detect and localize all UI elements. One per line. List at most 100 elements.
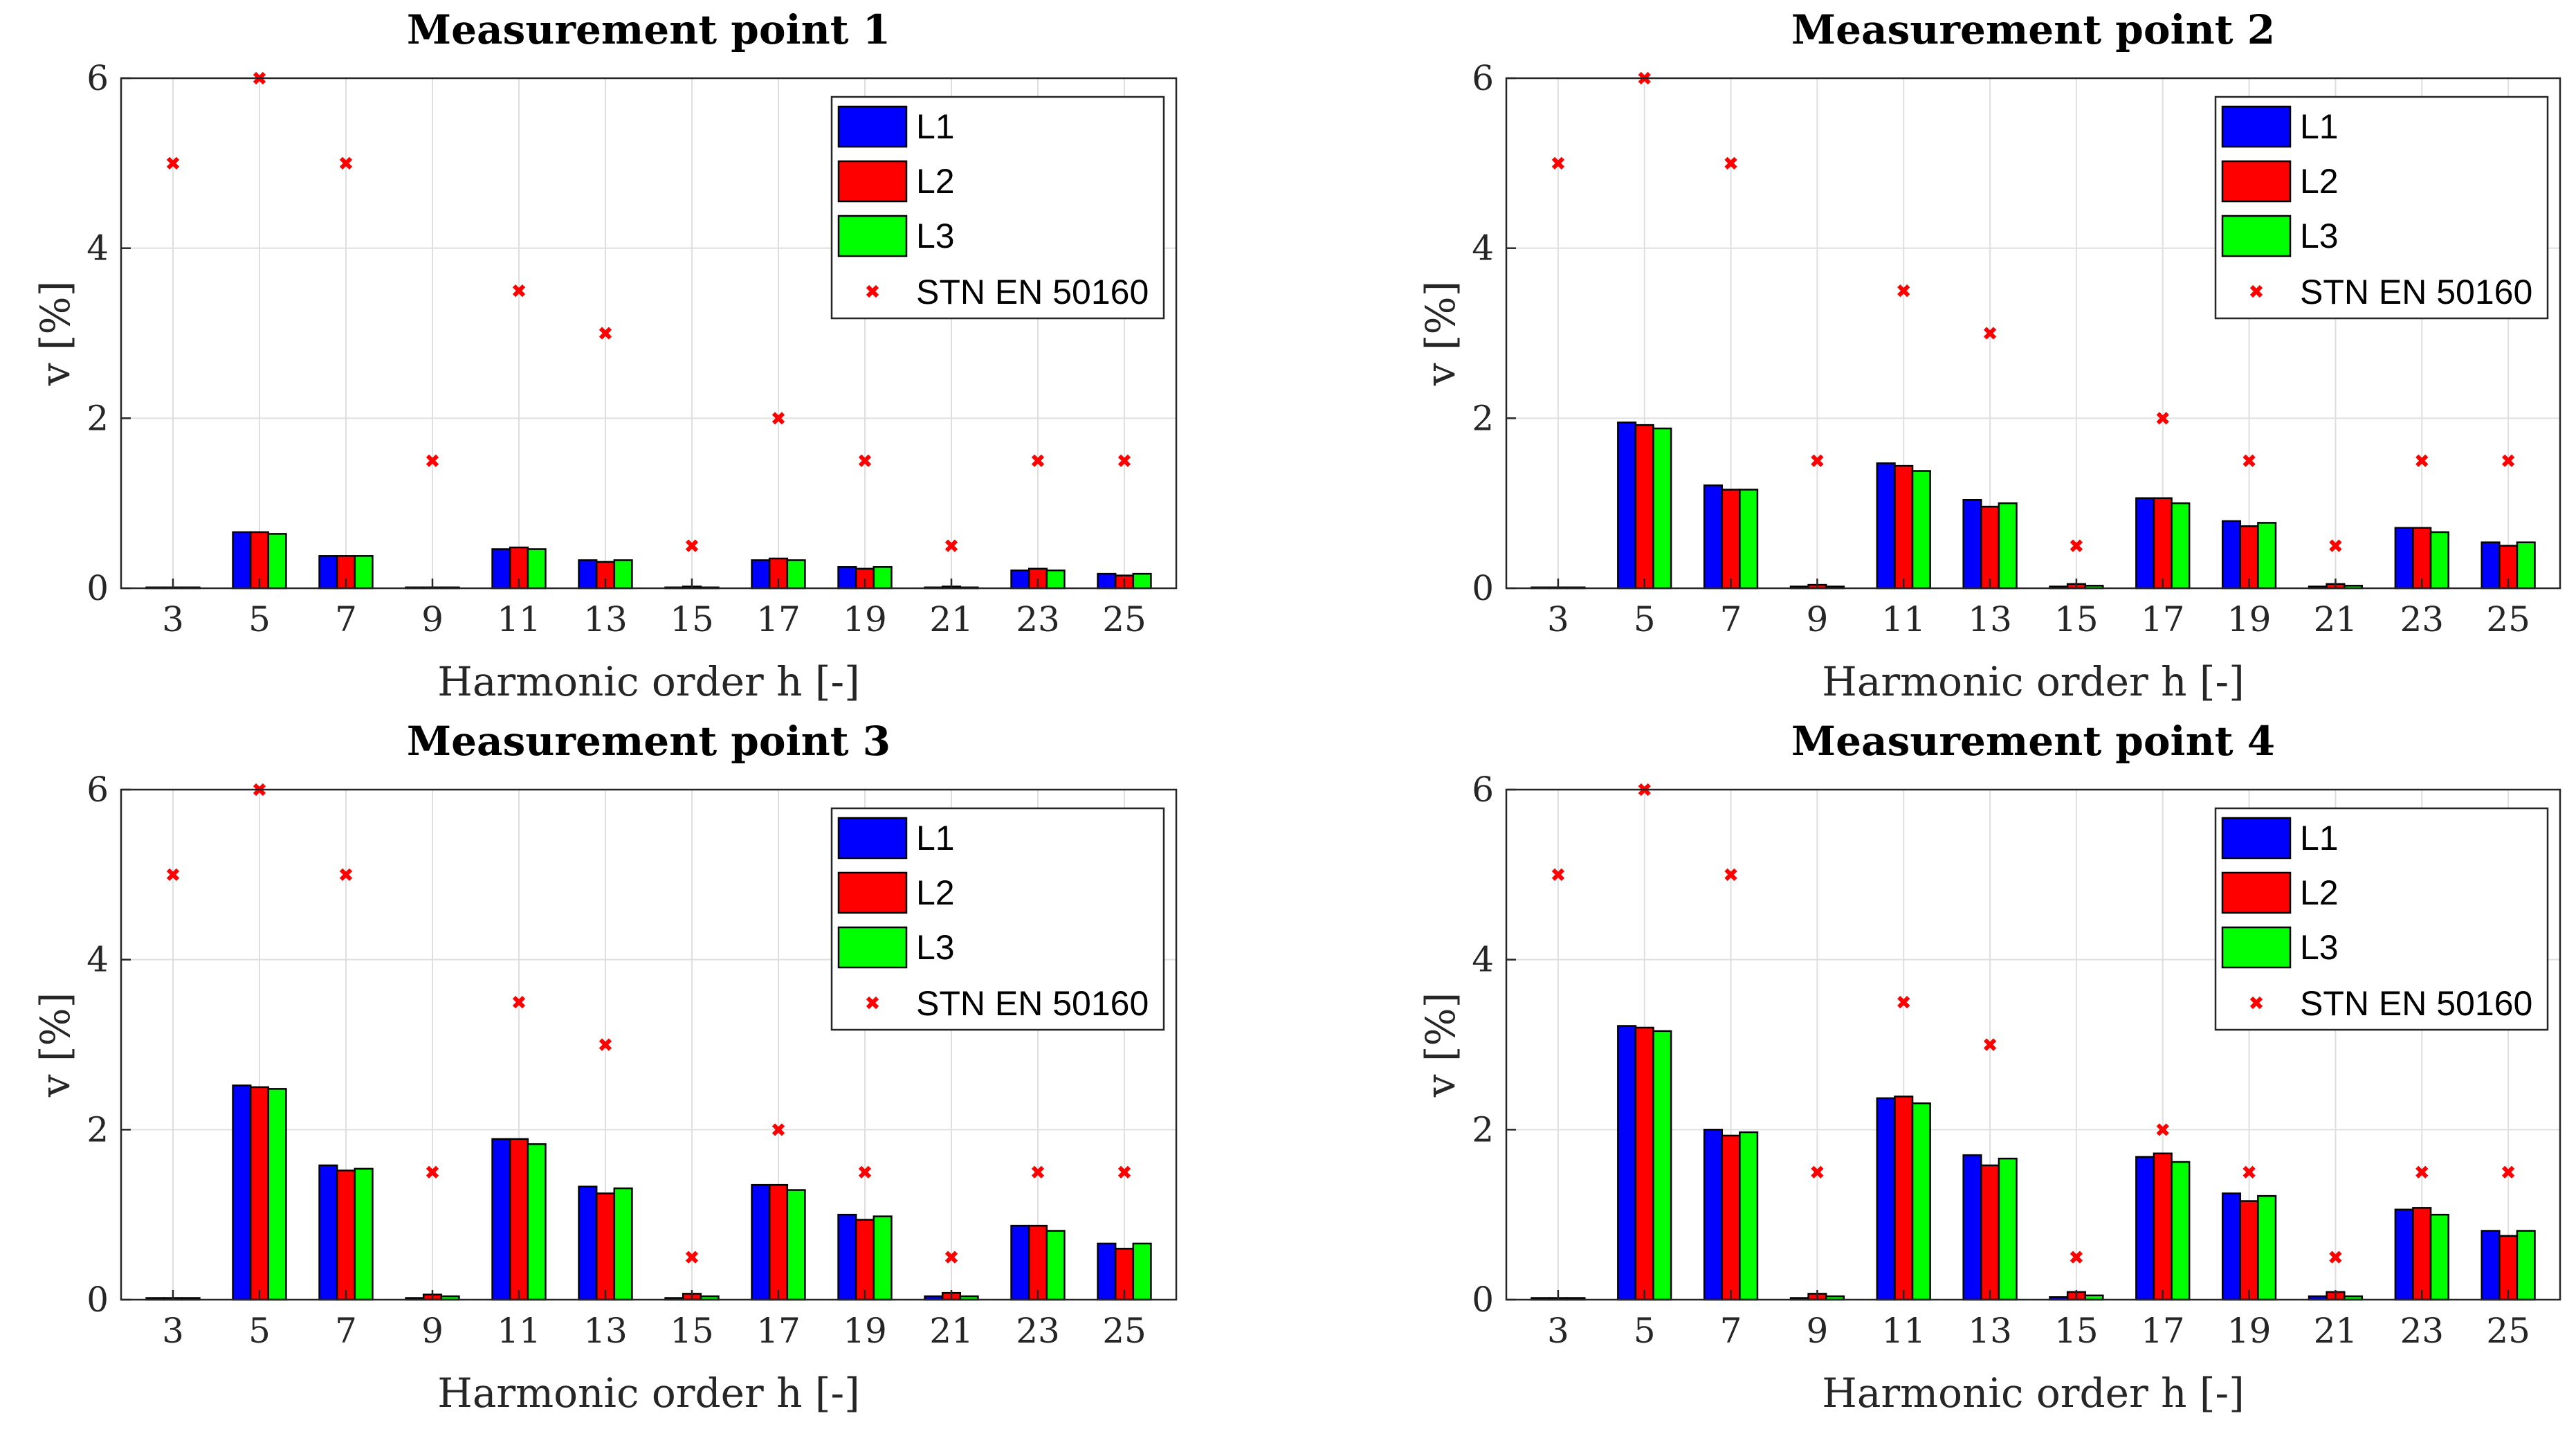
limit-marker-stroke	[1724, 156, 1737, 170]
bar-l1	[2394, 1208, 2414, 1301]
legend-marker-stroke	[866, 284, 879, 298]
limit-marker	[944, 539, 958, 552]
y-tick-label: 2	[1472, 1109, 1494, 1149]
x-tick-label: 7	[1720, 599, 1742, 639]
x-tick-label: 3	[1547, 599, 1569, 639]
limit-marker-stroke	[2501, 1165, 2515, 1179]
legend: L1 L2 L3 STN EN 50160	[830, 807, 1165, 1031]
limit-marker-stroke	[2415, 454, 2429, 467]
bar-l3	[2516, 1230, 2536, 1301]
axes-box	[1505, 77, 2561, 590]
limit-marker-stroke	[339, 156, 353, 170]
limit-marker	[2415, 454, 2429, 467]
legend-label-l2: L2	[916, 162, 955, 201]
limit-marker	[426, 454, 439, 467]
limit-marker-stroke	[771, 1123, 785, 1136]
bar-l1	[1010, 1224, 1030, 1301]
x-tick-label: 13	[583, 599, 628, 639]
x-tick-label: 21	[929, 1311, 974, 1351]
bar-l2	[1721, 489, 1741, 590]
x-tick-label: 13	[1968, 599, 2012, 639]
limit-marker	[1724, 868, 1737, 881]
limit-marker-stroke	[771, 412, 785, 425]
bar-l2	[509, 1138, 529, 1301]
bar-l1	[2135, 1156, 2155, 1301]
legend-label-l1: L1	[916, 107, 955, 146]
x-tick-label: 19	[843, 599, 887, 639]
limit-marker	[1031, 454, 1045, 467]
x-tick-label: 25	[1102, 599, 1147, 639]
limit-marker-stroke	[166, 156, 180, 170]
legend-marker-stroke	[2249, 996, 2263, 1010]
bar-l1	[2481, 1230, 2501, 1301]
x-tick-label: 25	[1102, 1311, 1147, 1351]
bar-l1	[2221, 520, 2242, 590]
y-axis-label: v [%]	[32, 281, 79, 387]
axes-box	[1505, 788, 2561, 1301]
legend-swatch-l2	[837, 871, 908, 914]
bar-l3	[786, 559, 806, 590]
legend-swatch-l2	[837, 160, 908, 203]
chart-panel-4: 0 2 4 6 3 5 7 9 11 13 15 17 19 21 23 25 Measurement poin…	[1417, 718, 2561, 1417]
limit-marker	[1897, 284, 1910, 298]
bar-l2	[1894, 1096, 1914, 1301]
bar-l3	[2171, 1161, 2191, 1301]
legend-label-standard: STN EN 50160	[2300, 984, 2532, 1023]
legend-marker-stroke	[866, 996, 879, 1010]
x-tick-label: 23	[2400, 599, 2444, 639]
x-tick-label: 13	[1968, 1311, 2012, 1351]
x-tick-label: 5	[248, 1311, 271, 1351]
x-tick-label: 9	[1807, 1311, 1829, 1351]
bar-l1	[232, 531, 252, 590]
legend-swatch-l1	[2221, 817, 2292, 860]
limit-marker	[2242, 454, 2256, 467]
limit-marker-stroke	[1811, 1165, 1824, 1179]
limit-marker	[2156, 412, 2169, 425]
legend-swatch-l2	[2221, 871, 2292, 914]
limit-marker-stroke	[944, 539, 958, 552]
limit-marker	[858, 1165, 872, 1179]
bar-l2	[1980, 505, 2000, 590]
legend: L1 L2 L3 STN EN 50160	[2214, 96, 2549, 320]
limit-marker-stroke	[2242, 454, 2256, 467]
bar-l3	[2516, 541, 2536, 590]
limit-marker	[1811, 454, 1824, 467]
limit-marker	[685, 539, 699, 552]
legend-label-standard: STN EN 50160	[916, 984, 1149, 1023]
limit-marker-stroke	[1551, 156, 1565, 170]
y-tick-label: 0	[1472, 568, 1494, 608]
limit-marker-stroke	[1897, 995, 1910, 1009]
limit-marker	[685, 1251, 699, 1264]
limit-marker-stroke	[2501, 454, 2515, 467]
axes-box	[120, 77, 1178, 590]
legend-label-l1: L1	[2300, 107, 2339, 146]
limit-marker-stroke	[1811, 454, 1824, 467]
legend-swatch-l3	[2221, 215, 2292, 257]
bar-l3	[2429, 1213, 2449, 1301]
legend-swatch-l1	[2221, 105, 2292, 148]
limit-marker	[2156, 1123, 2169, 1136]
x-tick-label: 3	[162, 1311, 184, 1351]
limit-marker	[858, 454, 872, 467]
bar-l1	[1617, 421, 1637, 590]
bar-l1	[1876, 1097, 1896, 1301]
limit-marker-stroke	[426, 454, 439, 467]
x-tick-label: 13	[583, 1311, 628, 1351]
bar-l1	[1703, 1129, 1724, 1301]
bar-l1	[837, 566, 857, 590]
bar-l1	[1962, 499, 1982, 590]
x-axis-label: Harmonic order h [-]	[437, 658, 860, 705]
limit-marker-stroke	[2329, 539, 2342, 552]
legend-swatch-l1	[837, 817, 908, 860]
bar-l3	[1998, 1157, 2018, 1301]
limit-marker-stroke	[1117, 1165, 1131, 1179]
limit-marker	[599, 327, 612, 340]
limit-marker-stroke	[1031, 1165, 1045, 1179]
chart-title: Measurement point 3	[407, 718, 890, 765]
limit-marker-stroke	[599, 327, 612, 340]
bar-l1	[2221, 1192, 2242, 1301]
chart-title: Measurement point 2	[1791, 6, 2275, 53]
legend-marker-standard	[866, 284, 879, 298]
limit-marker	[2242, 1165, 2256, 1179]
limit-marker	[1551, 868, 1565, 881]
